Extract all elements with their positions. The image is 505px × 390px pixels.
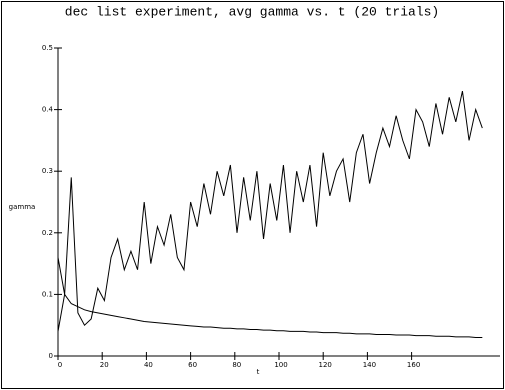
- y-tick-label: 0: [49, 352, 53, 360]
- chart-title: dec list experiment, avg gamma vs. t (20…: [65, 4, 439, 19]
- x-tick-label: 120: [319, 361, 332, 369]
- y-axis-label: gamma: [9, 203, 36, 211]
- y-tick-label: 0.2: [42, 229, 53, 237]
- x-tick-label: 0: [58, 361, 62, 369]
- x-tick-label: 160: [407, 361, 420, 369]
- x-tick-label: 60: [188, 361, 197, 369]
- y-tick-label: 0.3: [42, 167, 53, 175]
- x-tick-label: 80: [232, 361, 241, 369]
- series-line: [57, 257, 483, 339]
- series-line: [57, 91, 483, 332]
- y-tick-label: 0.4: [42, 106, 54, 114]
- x-tick-label: 20: [100, 361, 109, 369]
- x-axis-label: t: [257, 368, 260, 376]
- x-tick-label: 100: [274, 361, 287, 369]
- y-tick-label: 0.1: [42, 290, 53, 298]
- x-tick-label: 40: [144, 361, 153, 369]
- y-tick-label: 0.5: [42, 44, 53, 52]
- x-tick-label: 140: [363, 361, 376, 369]
